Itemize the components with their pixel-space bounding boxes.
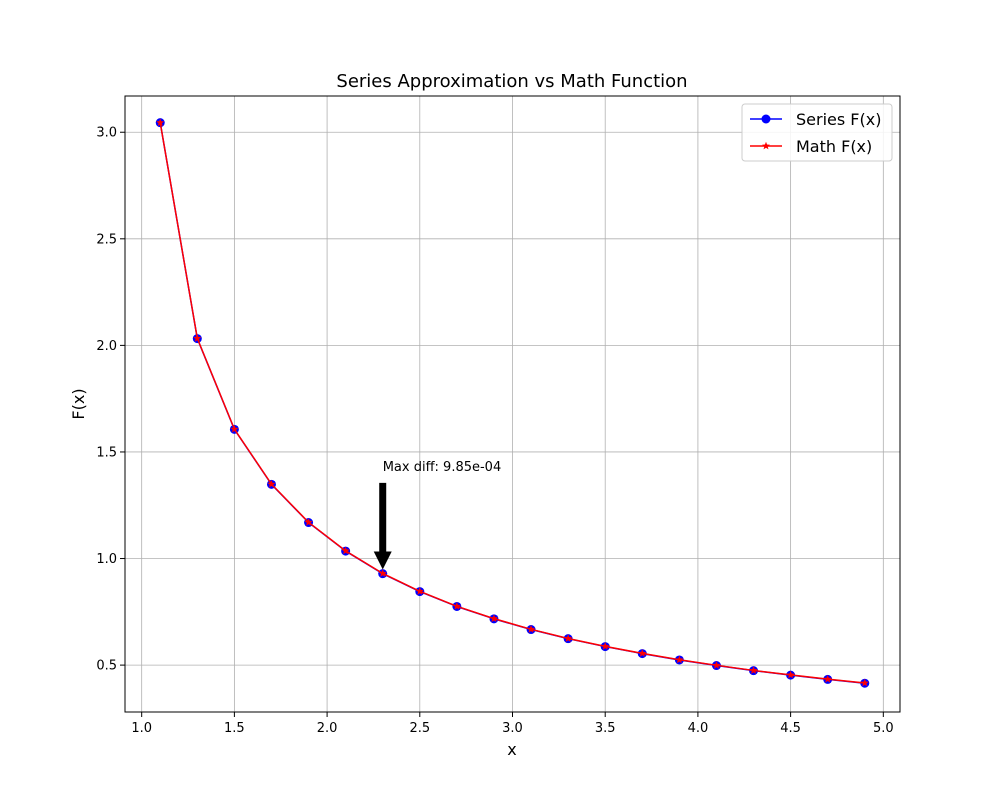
series-point-1 — [786, 670, 795, 679]
y-tick-label: 1.0 — [96, 552, 117, 567]
x-tick-label: 5.0 — [873, 721, 894, 736]
series-point-1 — [341, 546, 350, 555]
series-point-1 — [193, 334, 202, 342]
legend: Series F(x) Math F(x) — [741, 103, 893, 162]
plot-area — [155, 118, 870, 688]
annotation-arrow — [373, 482, 392, 570]
y-axis-label: F(x) — [69, 388, 88, 419]
grid — [125, 96, 900, 712]
x-tick-label: 1.5 — [224, 721, 245, 736]
x-tick-label: 2.5 — [409, 721, 430, 736]
series-point-1 — [230, 424, 239, 433]
x-tick-label: 3.5 — [595, 721, 616, 736]
series-point-1 — [415, 587, 424, 595]
y-tick-label: 0.5 — [96, 659, 117, 674]
y-tick-label: 1.5 — [96, 445, 117, 460]
y-tick-label: 3.0 — [96, 126, 117, 141]
series-point-1 — [860, 678, 869, 687]
x-tick-label: 1.0 — [131, 721, 152, 736]
x-tick-label: 3.0 — [502, 721, 523, 736]
y-tick-label: 2.0 — [96, 339, 117, 354]
chart-title: Series Approximation vs Math Function — [336, 71, 687, 92]
series-point-1 — [564, 634, 573, 642]
series-point-1 — [712, 661, 721, 669]
series-point-1 — [378, 569, 387, 577]
x-tick-label: 4.0 — [688, 721, 709, 736]
y-tick-label: 2.5 — [96, 232, 117, 247]
series-point-1 — [304, 518, 313, 526]
series-point-1 — [156, 118, 165, 127]
series-point-1 — [823, 674, 832, 683]
series-point-1 — [638, 649, 647, 657]
legend-marker-math — [762, 141, 770, 150]
series-point-1 — [267, 479, 276, 488]
annotation: Max diff: 9.85e-04 — [373, 460, 502, 570]
annotation-text: Max diff: 9.85e-04 — [383, 460, 502, 475]
series-point-1 — [489, 614, 498, 623]
x-axis-label: x — [507, 740, 516, 759]
axis-ticks: 1.0 1.5 2.0 2.5 3.0 3.5 4.0 4.5 5.0 0.5 1.0 1.5 2.0 2… — [96, 126, 893, 736]
series-point-1 — [675, 655, 684, 664]
series-point-1 — [527, 625, 536, 633]
plot-frame — [124, 95, 901, 713]
series-point-1 — [452, 602, 461, 610]
series-line-1 — [159, 122, 865, 684]
legend-marker-series — [761, 114, 771, 124]
legend-label-series: Series F(x) — [796, 110, 881, 129]
legend-label-math: Math F(x) — [796, 137, 872, 156]
series-point-1 — [749, 666, 758, 674]
x-tick-label: 4.5 — [780, 721, 801, 736]
series-point-1 — [601, 642, 610, 650]
x-tick-label: 2.0 — [317, 721, 338, 736]
